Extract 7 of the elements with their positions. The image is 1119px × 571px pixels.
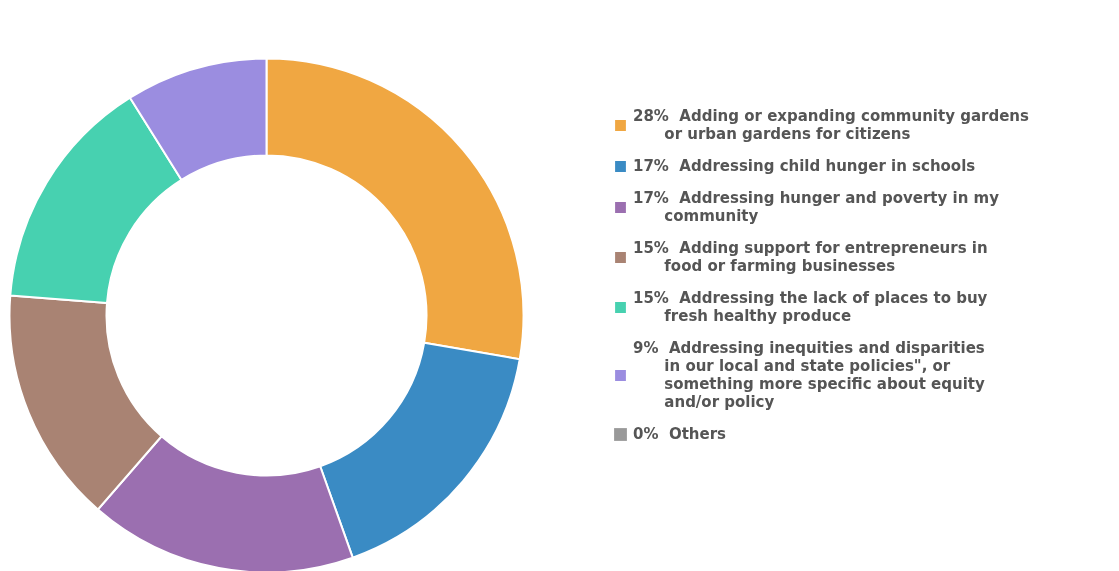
legend-label: 0% Others bbox=[633, 425, 727, 443]
legend-label: 17% Addressing hunger and poverty in my community bbox=[633, 189, 999, 225]
legend-label: 17% Addressing child hunger in schools bbox=[633, 157, 976, 175]
legend-label: 9% Addressing inequities and disparities in our local and state policies", or something more specific about equity and/or policy bbox=[633, 339, 985, 411]
legend-label: 15% Adding support for entrepreneurs in food or farming businesses bbox=[633, 239, 988, 275]
legend-label: 15% Addressing the lack of places to buy fresh healthy produce bbox=[633, 289, 988, 325]
legend-label: 28% Adding or expanding community gardens or urban gardens for citizens bbox=[633, 107, 1029, 143]
